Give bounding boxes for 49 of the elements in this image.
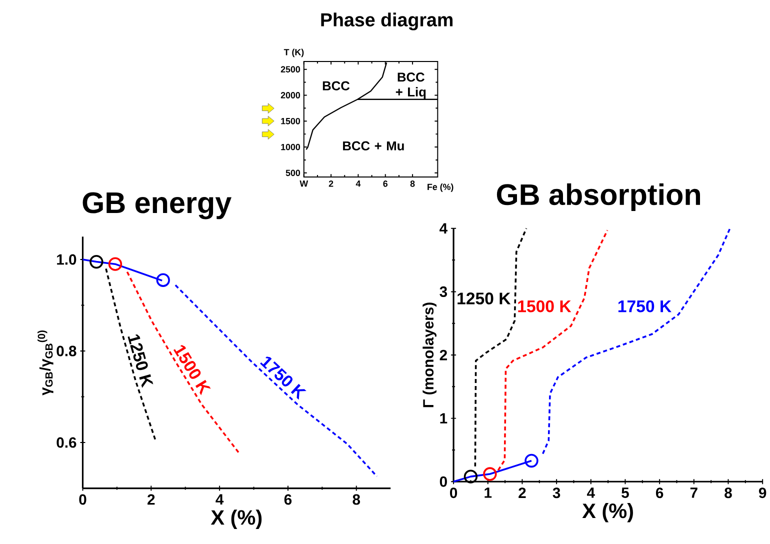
y-tick-label: 1 (440, 413, 448, 424)
x-tick-label: 6 (284, 494, 292, 505)
x-tick-label: 6 (656, 488, 664, 498)
y-tick-label: 1000 (281, 144, 300, 150)
y-axis-title: γ$_{GB}$/γ$_{GB}$(0) (38, 330, 54, 396)
y-axis-title: Γ (monolayers) (422, 302, 436, 408)
y-tick-label: 500 (286, 170, 300, 176)
chart-title: GB absorption (496, 183, 700, 211)
x-tick-label: 4 (216, 494, 224, 504)
x-tick-label: 2 (148, 494, 155, 505)
x-tick-label: 8 (724, 488, 732, 498)
annotation: BCC + Mu (343, 141, 404, 150)
text: 1250 K (128, 334, 154, 388)
x-tick-label: 0 (450, 488, 458, 498)
y-tick-label: 2 (440, 350, 447, 360)
x-axis-title: Fe (%) (428, 183, 454, 192)
x-tick-label: 7 (690, 488, 698, 498)
y-tick-label: 0.6 (56, 437, 76, 448)
series-label: 1750 K (618, 300, 672, 312)
y-axis-title: T (K) (284, 48, 304, 57)
x-tick-label: 8 (410, 180, 415, 187)
y-tick-label: 4 (440, 223, 448, 234)
chart-title: GB energy (82, 192, 232, 220)
x-tick-label: W (300, 180, 308, 187)
y-tick-label: 3 (440, 286, 448, 297)
x-tick-label: 2 (328, 180, 334, 187)
y-tick-label: 0.8 (56, 346, 76, 356)
x-tick-label: 4 (356, 180, 361, 187)
x-tick-label: 3 (552, 488, 560, 498)
y-tick-label: 1500 (281, 118, 300, 124)
annotation: BCC (322, 81, 350, 90)
x-axis-title: X (%) (210, 509, 262, 529)
x-tick-label: 4 (586, 488, 595, 498)
chart-title: Phase diagram (321, 12, 453, 30)
x-tick-label: 1 (484, 488, 492, 498)
x-tick-label: 8 (352, 494, 360, 505)
x-tick-label: 0 (79, 494, 86, 505)
y-tick-label: 2000 (280, 92, 300, 98)
x-tick-label: 9 (758, 488, 766, 498)
x-tick-label: 6 (383, 180, 388, 187)
series-label: 1250 K (458, 292, 511, 304)
x-tick-label: 5 (622, 488, 629, 498)
x-axis-title: X (%) (582, 502, 633, 522)
y-tick-label: 1.0 (57, 254, 76, 265)
series-label: 1500 K (518, 300, 572, 312)
annotation: BCC + Liq (396, 72, 426, 99)
y-tick-label: 2500 (280, 66, 300, 72)
y-tick-label: 0 (440, 476, 447, 487)
x-tick-label: 2 (518, 488, 526, 498)
